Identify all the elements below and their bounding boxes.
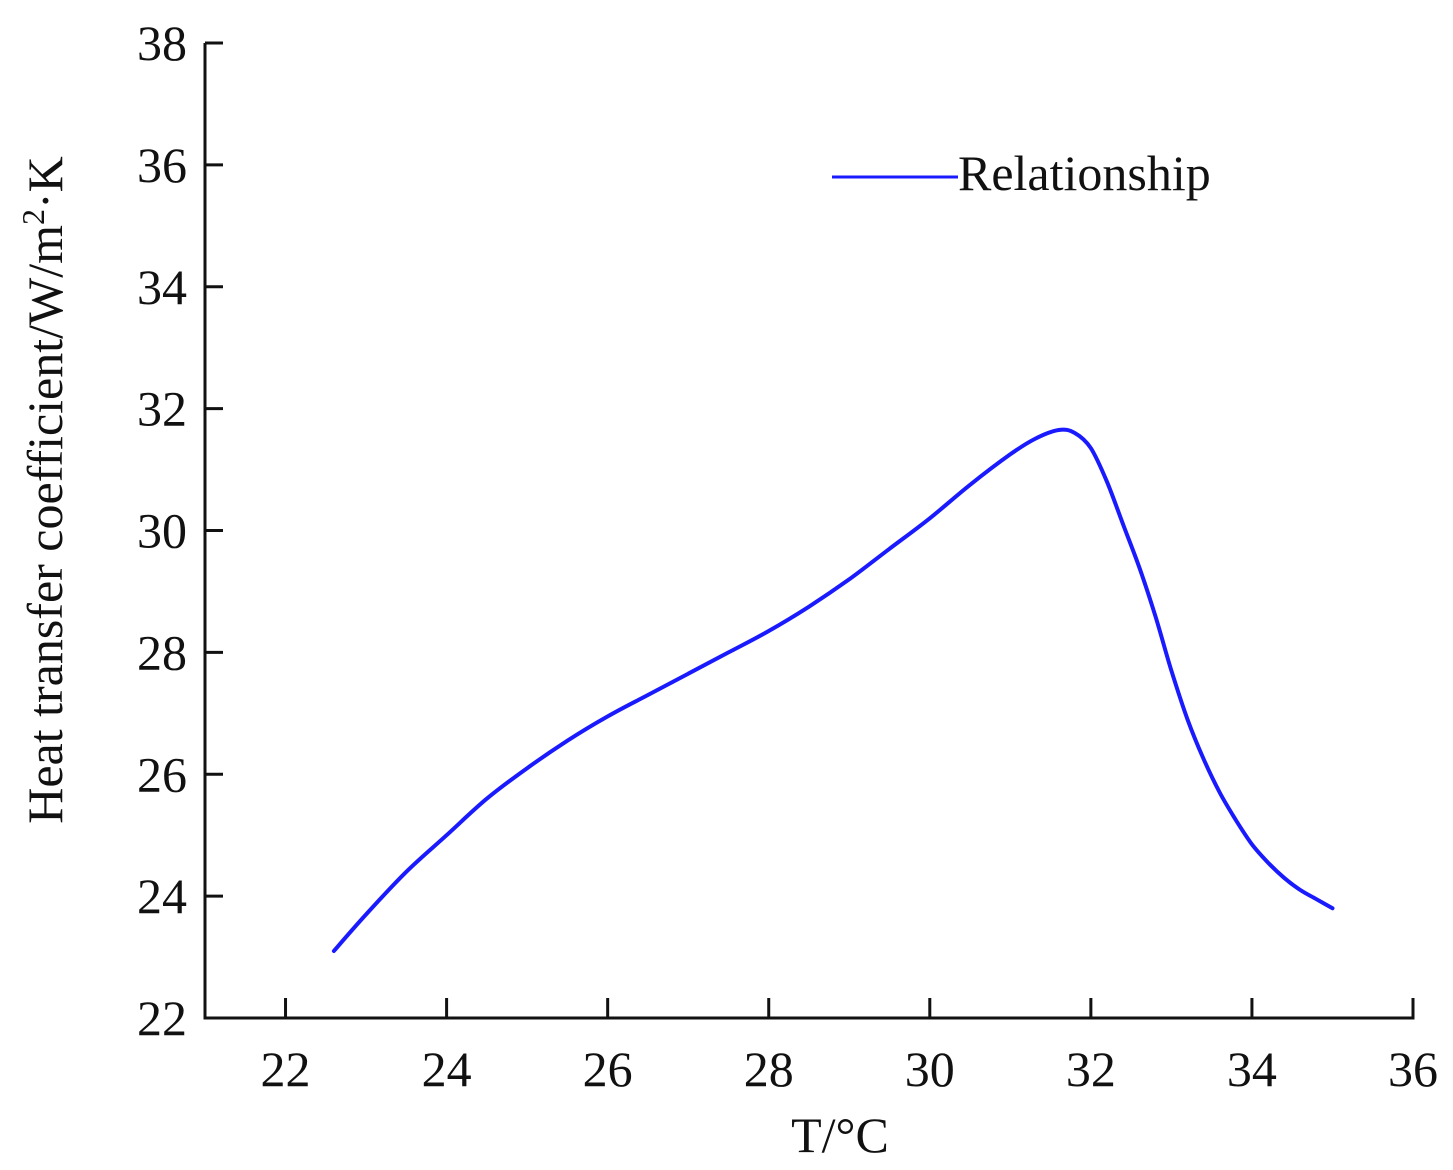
- x-tick-label-36: 36: [1388, 1041, 1438, 1097]
- y-tick-label-22: 22: [137, 990, 187, 1046]
- y-tick-label-34: 34: [137, 259, 187, 315]
- plot-axes: [203, 43, 1415, 1020]
- x-tick-label-34: 34: [1227, 1041, 1277, 1097]
- series-line-relationship: [331, 427, 1335, 953]
- legend-label-relationship: Relationship: [958, 145, 1211, 201]
- x-tick-label-28: 28: [744, 1041, 794, 1097]
- x-axis-title: T/°C: [791, 1107, 889, 1163]
- y-axis-title-superscript: 2: [15, 209, 51, 225]
- x-tick-label-24: 24: [422, 1041, 472, 1097]
- y-tick-label-30: 30: [137, 503, 187, 559]
- y-axis-ticks: 22 24 26 28 30 32 34 36 38: [137, 15, 223, 1046]
- x-tick-label-32: 32: [1066, 1041, 1116, 1097]
- y-tick-label-36: 36: [137, 137, 187, 193]
- x-tick-label-26: 26: [583, 1041, 633, 1097]
- y-axis-title-tail: ·K: [17, 156, 73, 209]
- y-axis-title: Heat transfer coefficient/W/m2·K: [15, 156, 73, 824]
- y-tick-label-24: 24: [137, 868, 187, 924]
- y-tick-label-26: 26: [137, 746, 187, 802]
- y-tick-label-32: 32: [137, 381, 187, 437]
- y-tick-label-28: 28: [137, 624, 187, 680]
- x-tick-label-30: 30: [905, 1041, 955, 1097]
- x-tick-label-22: 22: [261, 1041, 311, 1097]
- y-axis-title-main: Heat transfer coefficient/W/m: [17, 225, 73, 824]
- y-tick-label-38: 38: [137, 15, 187, 71]
- legend: Relationship: [832, 145, 1211, 201]
- x-axis-ticks: 22 24 26 28 30 32 34 36: [261, 998, 1438, 1097]
